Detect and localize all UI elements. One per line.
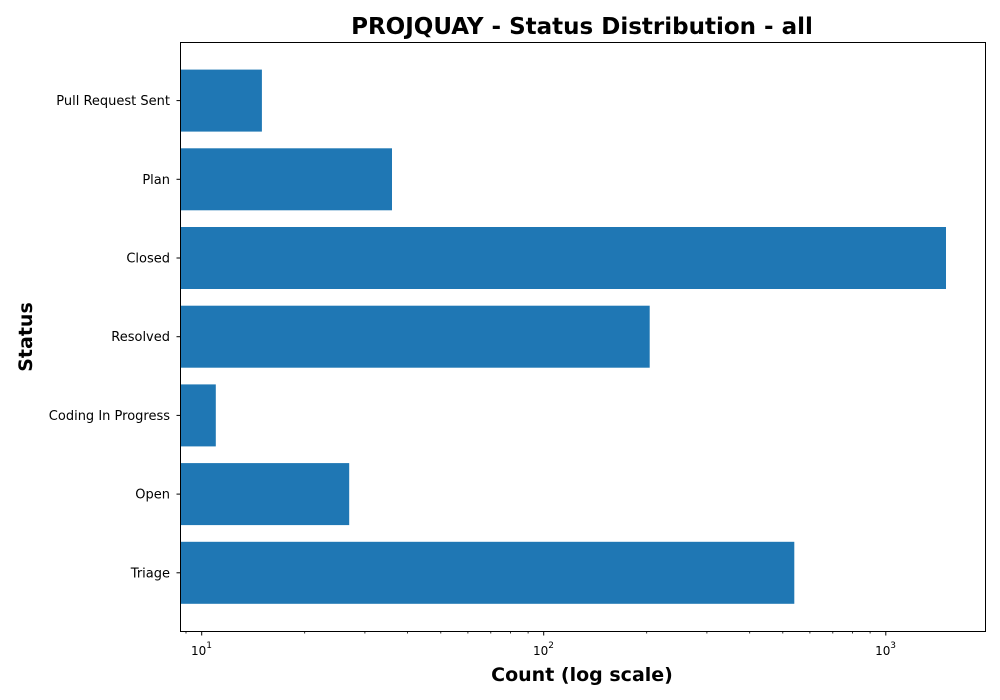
y-tick-label: Triage [130,566,170,581]
x-tick-exponent: 1 [206,641,212,651]
y-tick-label: Closed [126,252,170,267]
y-tick-label: Pull Request Sent [56,94,170,109]
bar-pull-request-sent [181,69,262,132]
y-tick-label: Resolved [111,330,170,345]
bar-closed [181,227,946,289]
x-tick-exponent: 2 [548,641,554,651]
x-tick-exponent: 3 [890,641,896,651]
x-tick-base: 10 [875,644,890,658]
y-axis-label: Status [15,302,37,372]
chart-title: PROJQUAY - Status Distribution - all [351,14,813,40]
x-axis-ticks: 10 1 10 2 10 3 [185,631,896,658]
x-tick-base: 10 [533,644,548,658]
bar-coding-in-progress [181,384,216,447]
y-tick-label: Open [135,488,170,503]
bar-plan [181,148,392,211]
x-tick-base: 10 [191,644,206,658]
bar-resolved [181,305,650,368]
y-tick-label: Coding In Progress [49,409,170,424]
x-tick-label: 10 2 [533,641,554,658]
y-axis-ticks: Pull Request Sent Plan Closed Resolved Codin… [49,94,181,581]
bars-group [181,69,946,604]
y-tick-label: Plan [142,173,170,188]
x-tick-label: 10 3 [875,641,896,658]
x-axis-label: Count (log scale) [491,664,673,686]
bar-open [181,463,350,526]
x-tick-label: 10 1 [191,641,212,658]
bar-triage [181,541,795,604]
